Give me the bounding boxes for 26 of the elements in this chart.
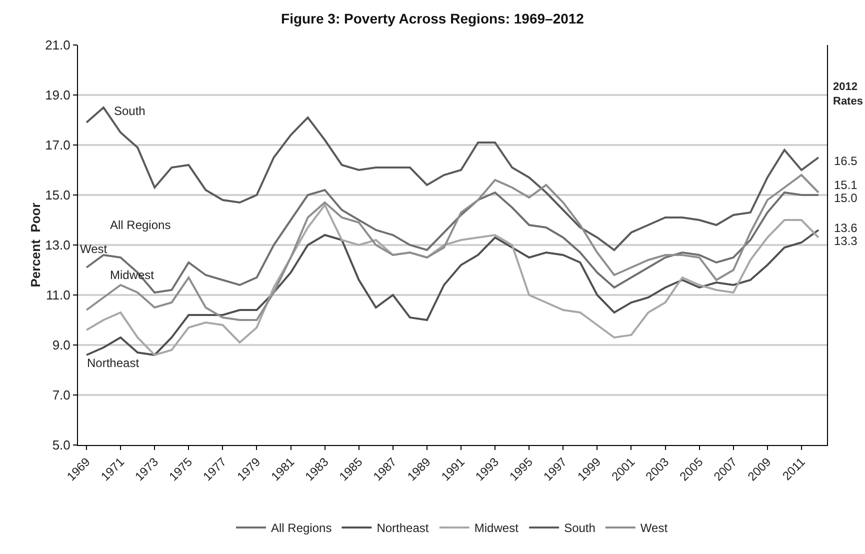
legend-label: Midwest <box>474 521 520 536</box>
y-tick-label: 9.0 <box>52 338 70 353</box>
y-tick-label: 7.0 <box>52 388 70 403</box>
legend-label: West <box>640 521 668 536</box>
data-label: 15.1 <box>834 178 858 192</box>
data-label: 13.3 <box>834 234 858 248</box>
data-label: 13.6 <box>834 221 858 235</box>
y-tick-label: 5.0 <box>52 438 70 453</box>
annotation: West <box>80 242 108 256</box>
text: 2012 Rates <box>833 81 863 108</box>
y-tick-label: 11.0 <box>46 288 70 303</box>
chart-title: Figure 3: Poverty Across Regions: 1969–2012 <box>281 10 584 27</box>
y-tick-label: 15.0 <box>45 188 70 203</box>
y-tick-label: 19.0 <box>45 88 70 103</box>
annotation: Northeast <box>87 356 140 370</box>
annotation: All Regions <box>110 218 171 232</box>
y-tick-label: 17.0 <box>45 138 70 153</box>
legend-label: South <box>564 521 596 536</box>
legend-label: All Regions <box>271 521 332 536</box>
data-label: 15.0 <box>834 191 858 205</box>
y-tick-label: 21.0 <box>45 38 70 53</box>
data-label: 16.5 <box>834 154 858 168</box>
legend-label: Northeast <box>376 521 430 536</box>
y-tick-label: 13.0 <box>45 238 70 253</box>
annotation: South <box>114 104 146 118</box>
y-axis-title: Percent Poor <box>28 202 44 288</box>
